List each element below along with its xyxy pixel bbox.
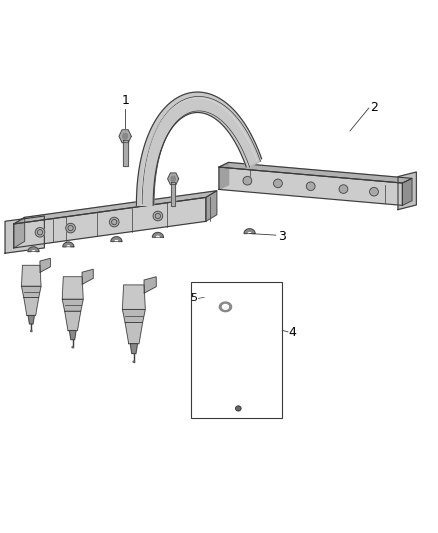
Polygon shape <box>40 259 50 272</box>
Polygon shape <box>403 179 412 205</box>
Polygon shape <box>219 167 403 205</box>
Polygon shape <box>142 96 261 204</box>
Polygon shape <box>123 140 127 166</box>
Polygon shape <box>227 328 250 352</box>
Polygon shape <box>136 92 261 205</box>
Ellipse shape <box>219 302 232 312</box>
Polygon shape <box>244 229 255 233</box>
Ellipse shape <box>133 361 134 362</box>
Ellipse shape <box>72 346 74 348</box>
Ellipse shape <box>237 403 239 405</box>
Polygon shape <box>144 277 156 293</box>
Bar <box>191 282 283 418</box>
Polygon shape <box>248 320 261 336</box>
Ellipse shape <box>223 304 229 309</box>
Polygon shape <box>5 216 44 253</box>
Text: 1: 1 <box>121 94 129 107</box>
Ellipse shape <box>31 330 32 332</box>
Ellipse shape <box>35 228 45 237</box>
Polygon shape <box>28 316 34 324</box>
Ellipse shape <box>153 211 162 221</box>
Polygon shape <box>152 232 163 237</box>
Polygon shape <box>14 197 206 248</box>
Polygon shape <box>235 386 242 396</box>
Polygon shape <box>82 269 93 284</box>
Polygon shape <box>62 299 83 311</box>
Polygon shape <box>70 330 76 340</box>
Polygon shape <box>123 285 145 310</box>
Text: 2: 2 <box>370 101 378 114</box>
Polygon shape <box>28 247 39 252</box>
Ellipse shape <box>171 176 175 181</box>
Ellipse shape <box>274 179 283 188</box>
Polygon shape <box>14 217 25 248</box>
Polygon shape <box>21 265 41 286</box>
Ellipse shape <box>123 133 127 139</box>
Text: 4: 4 <box>289 326 297 340</box>
Polygon shape <box>398 172 417 209</box>
Polygon shape <box>227 352 250 365</box>
Polygon shape <box>206 191 217 221</box>
Polygon shape <box>219 163 229 189</box>
Polygon shape <box>14 191 217 224</box>
Polygon shape <box>21 286 41 297</box>
Polygon shape <box>119 130 131 143</box>
Ellipse shape <box>370 188 378 196</box>
Polygon shape <box>24 297 39 316</box>
Polygon shape <box>219 163 412 183</box>
Text: 3: 3 <box>278 230 286 243</box>
Ellipse shape <box>66 223 75 233</box>
Text: 5: 5 <box>190 293 197 303</box>
Polygon shape <box>230 365 247 386</box>
Ellipse shape <box>243 176 252 185</box>
Ellipse shape <box>339 185 348 193</box>
Polygon shape <box>111 237 122 241</box>
Ellipse shape <box>236 406 241 411</box>
Polygon shape <box>123 310 145 322</box>
Ellipse shape <box>306 182 315 190</box>
Polygon shape <box>171 182 175 206</box>
Polygon shape <box>130 344 138 353</box>
Polygon shape <box>65 311 81 330</box>
Polygon shape <box>63 242 74 247</box>
Polygon shape <box>62 277 83 299</box>
Ellipse shape <box>110 217 119 227</box>
Polygon shape <box>125 322 143 344</box>
Polygon shape <box>168 173 179 184</box>
